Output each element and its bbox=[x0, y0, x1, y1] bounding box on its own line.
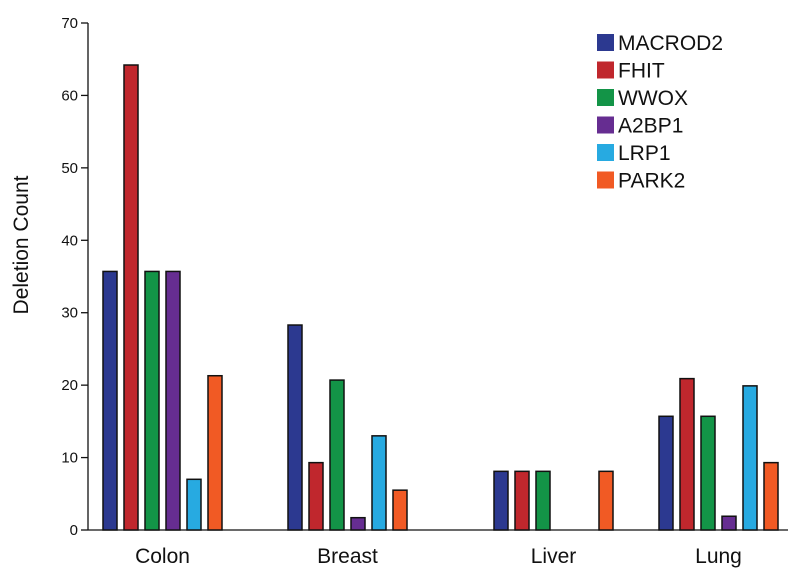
legend-swatch-a2bp1 bbox=[597, 116, 614, 134]
legend-label: MACROD2 bbox=[618, 32, 723, 55]
legend: MACROD2 FHIT WWOX A2BP1 LRP1 PARK2 bbox=[597, 32, 723, 193]
bar-lrp1-lung bbox=[742, 385, 758, 531]
bar-park2-colon bbox=[207, 374, 223, 531]
bar-macrod2-liver bbox=[493, 470, 509, 531]
legend-swatch-park2 bbox=[597, 171, 614, 189]
bar-macrod2-colon bbox=[102, 270, 118, 531]
legend-swatch-fhit bbox=[597, 61, 614, 79]
bar-park2-liver bbox=[598, 470, 614, 531]
legend-label: A2BP1 bbox=[618, 115, 683, 138]
y-tick-label: 0 bbox=[70, 522, 78, 539]
bar-macrod2-breast bbox=[287, 324, 303, 531]
y-axis: 0 10 20 30 40 50 60 70 bbox=[61, 15, 89, 539]
x-category-label: Lung bbox=[695, 545, 742, 568]
x-axis: Colon Breast Liver Lung bbox=[88, 529, 788, 568]
bar-wwox-colon bbox=[144, 270, 160, 531]
x-category-label: Colon bbox=[135, 545, 190, 568]
legend-label: LRP1 bbox=[618, 142, 671, 165]
bar-park2-lung bbox=[763, 461, 779, 531]
bars bbox=[102, 64, 779, 531]
bar-a2bp1-lung bbox=[721, 515, 737, 531]
bar-macrod2-lung bbox=[658, 415, 674, 531]
bar-a2bp1-breast bbox=[350, 516, 366, 531]
bar-fhit-lung bbox=[679, 377, 695, 531]
bar-wwox-breast bbox=[329, 379, 345, 531]
y-tick-label: 40 bbox=[61, 232, 78, 249]
bar-lrp1-breast bbox=[371, 435, 387, 531]
y-tick-label: 70 bbox=[61, 15, 78, 32]
y-tick-label: 60 bbox=[61, 87, 78, 104]
bar-park2-breast bbox=[392, 489, 408, 531]
bar-fhit-liver bbox=[514, 470, 530, 531]
legend-label: WWOX bbox=[618, 87, 688, 110]
bar-wwox-liver bbox=[535, 470, 551, 531]
legend-label: FHIT bbox=[618, 60, 665, 83]
legend-swatch-wwox bbox=[597, 89, 614, 106]
y-axis-title: Deletion Count bbox=[10, 175, 33, 314]
bar-fhit-colon bbox=[123, 64, 139, 531]
legend-label: PARK2 bbox=[618, 170, 685, 193]
bar-a2bp1-colon bbox=[165, 270, 181, 531]
legend-swatch-macrod2 bbox=[597, 34, 614, 51]
y-tick-label: 10 bbox=[61, 450, 78, 467]
y-tick-label: 20 bbox=[61, 377, 78, 394]
bar-wwox-lung bbox=[700, 415, 716, 531]
bar-lrp1-colon bbox=[186, 478, 202, 531]
y-tick-label: 30 bbox=[61, 305, 78, 322]
bar-fhit-breast bbox=[308, 461, 324, 531]
x-category-label: Breast bbox=[317, 545, 378, 568]
x-category-label: Liver bbox=[531, 545, 577, 568]
legend-swatch-lrp1 bbox=[597, 144, 614, 161]
y-tick-label: 50 bbox=[61, 160, 78, 177]
